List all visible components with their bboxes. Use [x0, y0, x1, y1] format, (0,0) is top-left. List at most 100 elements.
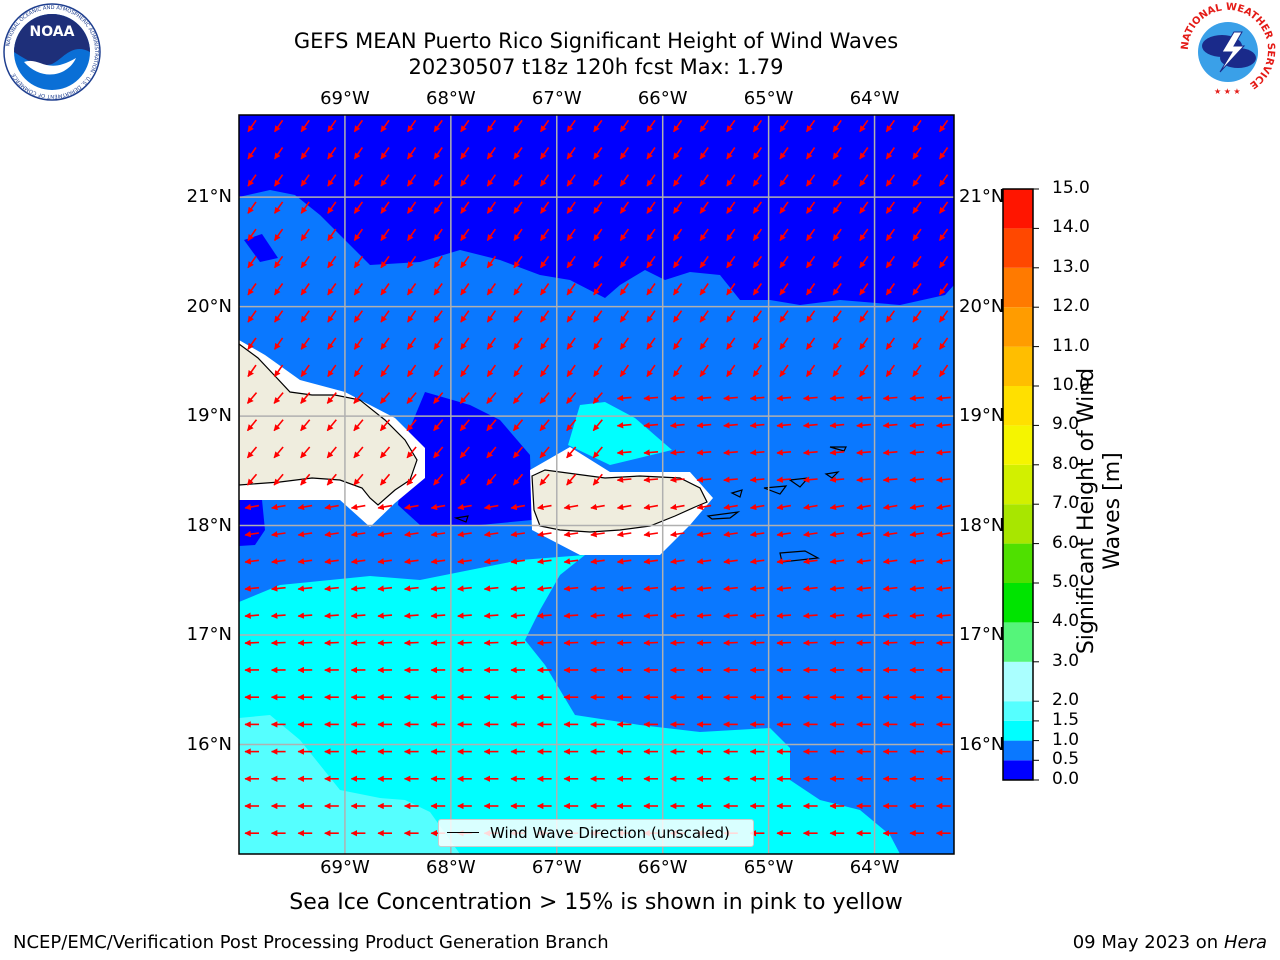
wind-wave-arrow — [593, 119, 603, 133]
wind-wave-arrow — [377, 612, 393, 619]
wind-wave-arrow — [457, 503, 472, 511]
wind-wave-arrow — [859, 255, 869, 269]
wind-wave-arrow — [486, 283, 497, 296]
wind-wave-arrow — [536, 639, 552, 647]
wind-wave-arrow — [377, 558, 393, 565]
wind-wave-arrow — [616, 394, 632, 402]
wind-wave-arrow — [669, 394, 685, 402]
wind-wave-arrow — [669, 476, 685, 483]
wind-wave-arrow — [616, 531, 632, 538]
wind-wave-arrow — [779, 174, 789, 187]
wind-wave-arrow — [326, 392, 337, 404]
wind-wave-arrow — [779, 147, 789, 160]
wind-wave-arrow — [832, 283, 842, 296]
wind-wave-arrow — [938, 174, 949, 187]
wind-wave-arrow — [856, 531, 871, 538]
wind-wave-arrow — [536, 612, 552, 619]
lat-tick-right: 20°N — [959, 295, 1005, 317]
wind-wave-arrow — [643, 394, 659, 402]
wind-wave-arrow — [696, 585, 712, 592]
wind-wave-arrow — [802, 422, 818, 429]
wind-wave-arrow — [297, 531, 313, 538]
wind-wave-arrow — [486, 119, 497, 133]
wind-wave-arrow — [486, 473, 497, 486]
wind-wave-arrow — [672, 228, 683, 242]
colorbar-tick-label: 9.0 — [1052, 414, 1080, 435]
wind-wave-arrow — [646, 201, 656, 214]
wind-wave-arrow — [936, 558, 951, 565]
wind-wave-arrow — [670, 558, 685, 565]
wind-wave-arrow — [404, 503, 419, 511]
wind-wave-arrow — [723, 394, 738, 402]
colorbar-swatch — [1003, 228, 1033, 268]
wind-wave-arrow — [859, 364, 869, 378]
wind-wave-arrow — [327, 174, 337, 187]
wind-wave-arrow — [486, 419, 497, 432]
wind-wave-arrow — [539, 446, 550, 459]
wind-wave-arrow — [406, 283, 417, 296]
wind-wave-arrow — [324, 612, 339, 619]
wind-wave-arrow — [672, 283, 683, 296]
wind-wave-arrow — [353, 201, 364, 214]
colorbar-tick-label: 3.0 — [1052, 650, 1080, 671]
wind-wave-arrow — [619, 147, 630, 160]
wind-wave-arrow — [803, 558, 818, 565]
wind-wave-arrow — [486, 364, 497, 378]
wind-wave-arrow — [646, 337, 656, 350]
wind-wave-arrow — [723, 531, 738, 538]
wind-wave-arrow — [829, 503, 845, 511]
wind-wave-arrow — [566, 119, 576, 133]
wind-wave-arrow — [433, 392, 444, 404]
wind-wave-arrow — [433, 419, 444, 432]
colorbar-swatch — [1003, 425, 1033, 465]
wind-wave-arrow — [938, 255, 949, 269]
wind-wave-arrow — [513, 228, 523, 242]
wind-wave-arrow — [593, 255, 603, 269]
colorbar-tick-label: 5.0 — [1052, 572, 1080, 592]
wind-wave-arrow — [672, 255, 683, 269]
wind-wave-arrow — [752, 337, 763, 350]
wind-wave-arrow — [616, 422, 632, 429]
wind-wave-arrow — [324, 585, 339, 592]
wind-wave-arrow — [749, 531, 765, 538]
wind-wave-arrow — [938, 228, 949, 242]
wind-wave-arrow — [483, 612, 499, 619]
wind-wave-arrow — [616, 503, 632, 511]
wind-wave-arrow — [273, 201, 284, 214]
wind-wave-arrow — [699, 364, 709, 378]
wind-wave-arrow — [513, 310, 523, 323]
lon-tick-top: 68°W — [425, 88, 476, 109]
wind-wave-arrow — [406, 392, 417, 404]
wind-wave-arrow — [324, 531, 339, 538]
wind-wave-arrow — [856, 449, 871, 456]
wind-wave-arrow — [379, 446, 391, 459]
wind-wave-arrow — [510, 503, 526, 511]
wind-wave-arrow — [699, 310, 709, 323]
wind-wave-arrow — [590, 558, 605, 565]
wind-wave-arrow — [619, 201, 630, 214]
wind-wave-arrow — [563, 558, 579, 565]
wind-wave-arrow — [749, 585, 765, 592]
wind-wave-arrow — [590, 585, 605, 592]
wind-wave-arrow — [433, 228, 443, 242]
wind-wave-arrow — [327, 147, 337, 160]
wind-wave-arrow — [433, 364, 443, 378]
lon-tick-bottom: 69°W — [320, 857, 370, 878]
wind-wave-arrow — [300, 446, 311, 459]
wind-wave-arrow — [593, 364, 603, 378]
wind-wave-arrow — [380, 364, 390, 378]
lon-tick-top: 65°W — [743, 88, 794, 109]
wind-wave-arrow — [377, 639, 393, 647]
wind-wave-arrow — [776, 639, 792, 647]
wind-wave-arrow — [433, 446, 444, 459]
wind-wave-arrow — [513, 283, 523, 296]
wind-wave-arrow — [885, 228, 896, 242]
wind-wave-arrow — [856, 558, 871, 565]
noaa-logo-text: NOAA — [30, 24, 75, 40]
wind-wave-arrow — [247, 228, 257, 242]
wind-wave-arrow — [696, 449, 712, 456]
wind-wave-arrow — [670, 531, 685, 538]
wind-wave-arrow — [327, 283, 337, 296]
wind-wave-arrow — [457, 639, 472, 647]
wind-wave-arrow — [539, 310, 550, 323]
